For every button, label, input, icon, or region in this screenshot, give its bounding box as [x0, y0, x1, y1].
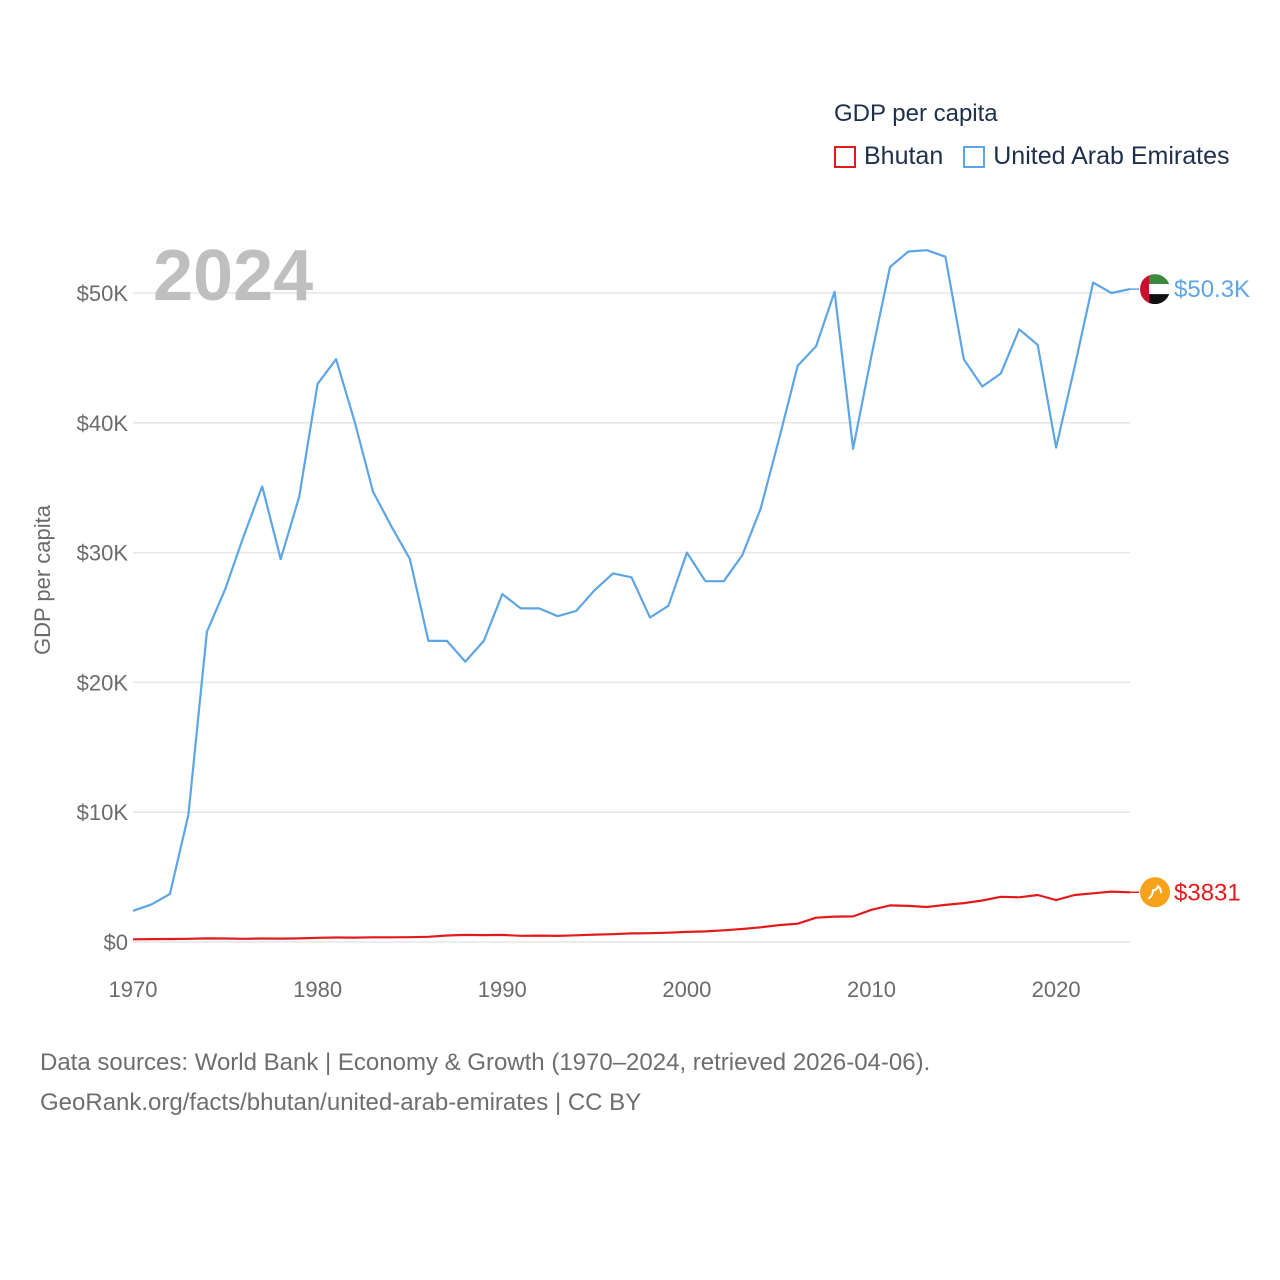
legend-swatch-uae [963, 145, 986, 168]
uae-flag-icon [1140, 274, 1170, 305]
x-tick-label: 1990 [478, 977, 527, 1002]
y-axis-label: GDP per capita [30, 504, 55, 655]
footer-sources: Data sources: World Bank | Economy & Gro… [40, 1049, 931, 1076]
legend-item-uae[interactable]: United Arab Emirates [963, 142, 1229, 171]
legend-label-uae: United Arab Emirates [993, 142, 1230, 170]
legend-title: GDP per capita [834, 100, 998, 127]
footer-link[interactable]: GeoRank.org/facts/bhutan/united-arab-emi… [40, 1089, 642, 1116]
legend-label-bhutan: Bhutan [864, 142, 944, 170]
legend-item-bhutan[interactable]: Bhutan [834, 142, 943, 171]
footer: Data sources: World Bank | Economy & Gro… [40, 1043, 930, 1123]
end-markers: $50.3K $3831 [1130, 274, 1250, 908]
x-tick-label: 2000 [662, 977, 711, 1002]
legend: Bhutan United Arab Emirates [834, 142, 1249, 171]
y-tick-label: $10K [77, 800, 129, 825]
year-label: 2024 [153, 236, 313, 316]
end-value-label: $50.3K [1174, 276, 1250, 303]
x-axis-ticks: 1970 1980 1990 2000 2010 2020 [109, 977, 1081, 1002]
x-tick-label: 1980 [293, 977, 342, 1002]
x-tick-label: 2010 [847, 977, 896, 1002]
grid-lines [133, 292, 1130, 943]
series-line-bhutan [132, 890, 1131, 941]
end-value-label: $3831 [1174, 879, 1241, 906]
legend-swatch-bhutan [834, 145, 856, 168]
series-lines [132, 249, 1131, 941]
y-tick-label: $50K [77, 281, 129, 306]
series-line-uae [132, 249, 1131, 912]
y-axis-ticks: $0 $10K $20K $30K $40K $50K [77, 281, 129, 955]
y-tick-label: $30K [77, 541, 129, 566]
x-tick-label: 1970 [109, 977, 158, 1002]
y-tick-label: $40K [77, 411, 129, 436]
y-tick-label: $0 [104, 930, 128, 955]
y-tick-label: $20K [77, 670, 129, 695]
bhutan-flag-icon [1140, 877, 1170, 908]
x-tick-label: 2020 [1032, 977, 1081, 1002]
